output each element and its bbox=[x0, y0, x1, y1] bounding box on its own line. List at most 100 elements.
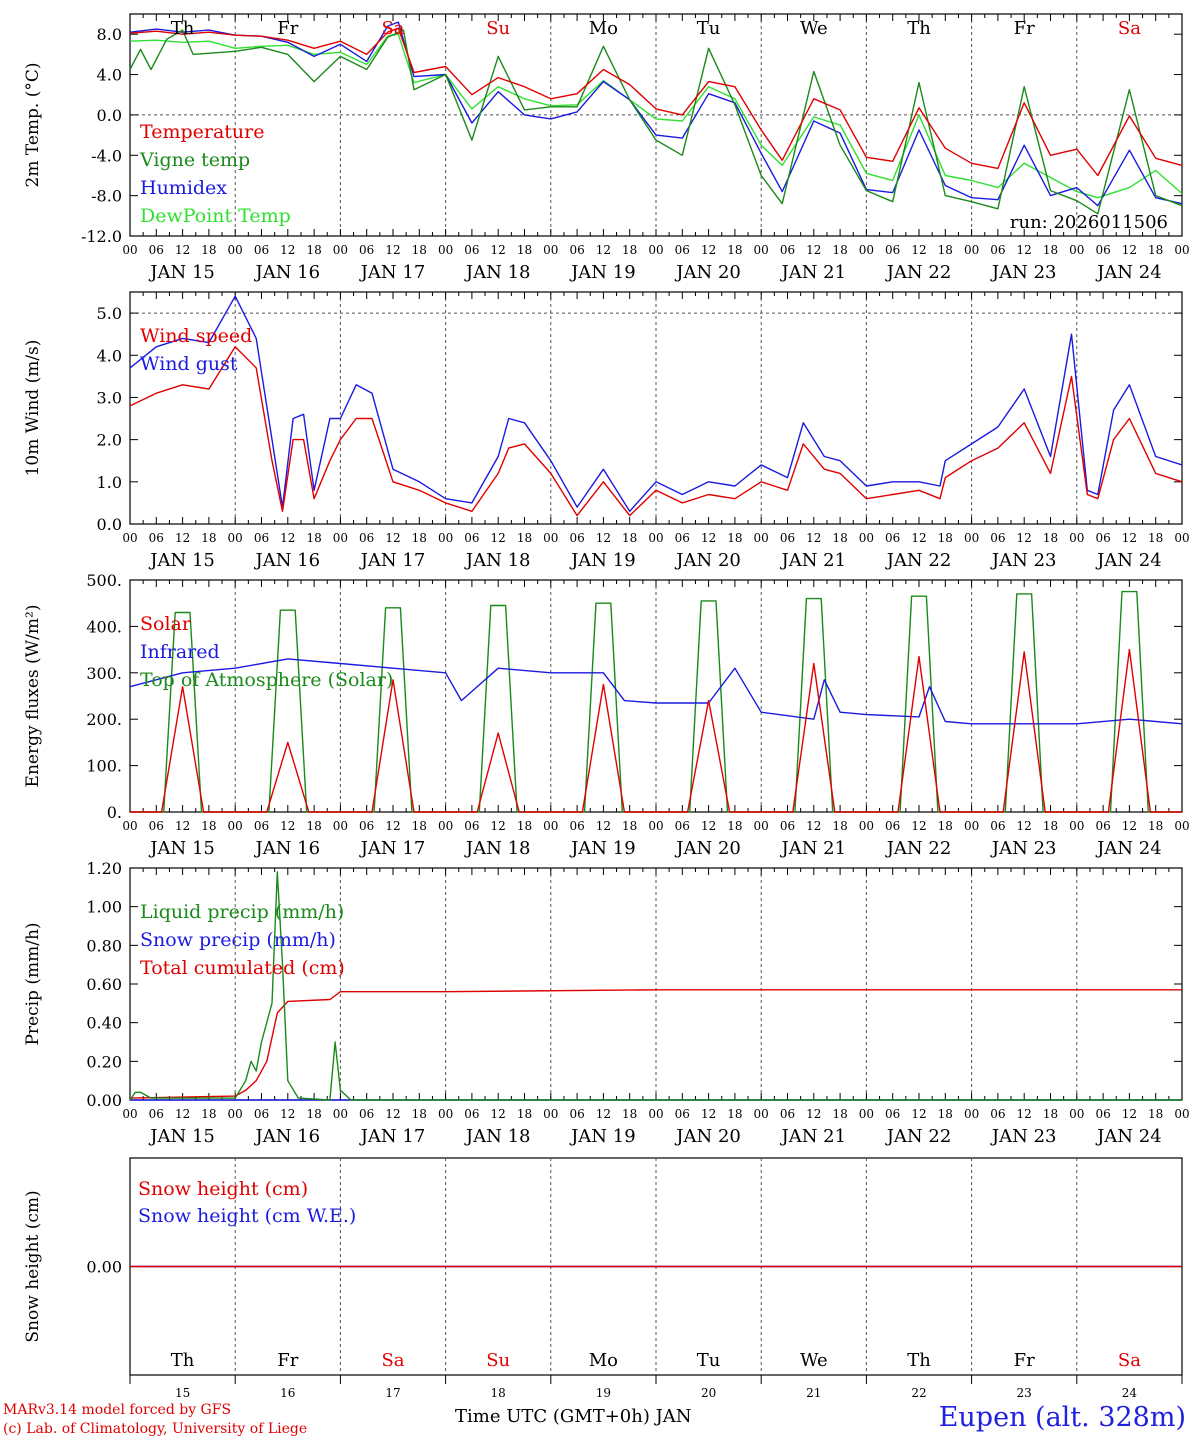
hour-tick-label: 18 bbox=[1148, 819, 1163, 833]
hour-tick-label: 18 bbox=[412, 243, 427, 257]
hour-tick-label: 00 bbox=[859, 1107, 874, 1121]
hour-tick-label: 00 bbox=[1174, 531, 1189, 545]
date-label: JAN 19 bbox=[569, 550, 636, 571]
date-label: JAN 23 bbox=[990, 262, 1057, 283]
hour-tick-label: 18 bbox=[517, 531, 532, 545]
hour-tick-label: 12 bbox=[911, 531, 926, 545]
y-tick-label: 8.0 bbox=[97, 25, 122, 44]
hour-tick-label: 00 bbox=[964, 531, 979, 545]
hour-tick-label: 06 bbox=[464, 243, 479, 257]
hour-tick-label: 00 bbox=[333, 1107, 348, 1121]
hour-tick-label: 00 bbox=[964, 1107, 979, 1121]
date-label: JAN 18 bbox=[464, 550, 531, 571]
date-label: JAN 22 bbox=[885, 550, 952, 571]
hour-tick-label: 12 bbox=[1122, 531, 1137, 545]
day-number-label: 21 bbox=[806, 1386, 821, 1400]
hour-tick-label: 18 bbox=[938, 243, 953, 257]
hour-tick-label: 18 bbox=[622, 1107, 637, 1121]
hour-tick-label: 00 bbox=[543, 531, 558, 545]
date-label: JAN 20 bbox=[674, 262, 741, 283]
hour-tick-label: 06 bbox=[675, 531, 690, 545]
date-label: JAN 23 bbox=[990, 838, 1057, 859]
date-label: JAN 21 bbox=[780, 838, 847, 859]
hour-tick-label: 00 bbox=[754, 243, 769, 257]
hour-tick-label: 12 bbox=[491, 819, 506, 833]
hour-tick-label: 18 bbox=[306, 531, 321, 545]
hour-tick-label: 12 bbox=[1017, 1107, 1032, 1121]
weekday-label: Mo bbox=[589, 1350, 618, 1371]
hour-tick-label: 06 bbox=[885, 819, 900, 833]
hour-tick-label: 12 bbox=[491, 531, 506, 545]
hour-tick-label: 06 bbox=[780, 1107, 795, 1121]
legend-entry: Wind speed bbox=[140, 325, 252, 347]
y-tick-label: 0.80 bbox=[86, 936, 122, 955]
hour-tick-label: 18 bbox=[1043, 819, 1058, 833]
hour-tick-label: 18 bbox=[412, 531, 427, 545]
hour-tick-label: 00 bbox=[859, 819, 874, 833]
weekday-label: We bbox=[800, 18, 828, 39]
y-tick-label: 2.0 bbox=[97, 431, 122, 450]
date-label: JAN 15 bbox=[148, 1126, 215, 1147]
y-axis-label: Precip (mm/h) bbox=[23, 922, 43, 1045]
hour-tick-label: 18 bbox=[832, 819, 847, 833]
weekday-label: Sa bbox=[1118, 18, 1141, 39]
hour-tick-label: 06 bbox=[1095, 819, 1110, 833]
hour-tick-label: 12 bbox=[701, 1107, 716, 1121]
date-label: JAN 24 bbox=[1095, 1126, 1162, 1147]
series-line-liquid-precip-mm-h- bbox=[129, 871, 1182, 1101]
hour-tick-label: 06 bbox=[780, 531, 795, 545]
weekday-label: Sa bbox=[1118, 1350, 1141, 1371]
hour-tick-label: 00 bbox=[754, 1107, 769, 1121]
hour-tick-label: 00 bbox=[1069, 819, 1084, 833]
date-label: JAN 19 bbox=[569, 1126, 636, 1147]
hour-tick-label: 06 bbox=[1095, 531, 1110, 545]
hour-tick-label: 12 bbox=[1122, 243, 1137, 257]
y-tick-label: -4.0 bbox=[91, 146, 122, 165]
hour-tick-label: 12 bbox=[175, 243, 190, 257]
day-number-label: 17 bbox=[385, 1386, 400, 1400]
hour-tick-label: 12 bbox=[385, 531, 400, 545]
hour-tick-label: 06 bbox=[254, 531, 269, 545]
hour-tick-label: 12 bbox=[806, 1107, 821, 1121]
hour-tick-label: 18 bbox=[201, 531, 216, 545]
y-tick-label: 1.0 bbox=[97, 473, 122, 492]
date-label: JAN 18 bbox=[464, 262, 531, 283]
hour-tick-label: 18 bbox=[1043, 531, 1058, 545]
weekday-label: Tu bbox=[697, 1350, 721, 1371]
hour-tick-label: 06 bbox=[569, 243, 584, 257]
hour-tick-label: 18 bbox=[938, 1107, 953, 1121]
hour-tick-label: 06 bbox=[675, 243, 690, 257]
weekday-label: We bbox=[800, 1350, 828, 1371]
hour-tick-label: 18 bbox=[1148, 243, 1163, 257]
hour-tick-label: 12 bbox=[806, 531, 821, 545]
legend-entry: Wind gust bbox=[140, 353, 238, 375]
y-tick-label: 0.60 bbox=[86, 975, 122, 994]
hour-tick-label: 06 bbox=[359, 819, 374, 833]
station-title: Eupen (alt. 328m) bbox=[938, 1402, 1186, 1433]
hour-tick-label: 06 bbox=[569, 819, 584, 833]
weekday-label: Su bbox=[486, 1350, 510, 1371]
y-tick-label: 0. bbox=[107, 803, 122, 822]
series-line-vigne-temp bbox=[129, 29, 1183, 215]
date-label: JAN 17 bbox=[359, 550, 426, 571]
legend-entry: Humidex bbox=[140, 177, 227, 199]
hour-tick-label: 12 bbox=[911, 1107, 926, 1121]
hour-tick-label: 00 bbox=[438, 531, 453, 545]
hour-tick-label: 18 bbox=[517, 243, 532, 257]
weekday-label: Th bbox=[907, 1350, 931, 1371]
hour-tick-label: 18 bbox=[201, 243, 216, 257]
hour-tick-label: 00 bbox=[543, 819, 558, 833]
hour-tick-label: 06 bbox=[1095, 1107, 1110, 1121]
series-line-wind-speed bbox=[129, 346, 1183, 517]
hour-tick-label: 00 bbox=[122, 1107, 137, 1121]
date-label: JAN 23 bbox=[990, 550, 1057, 571]
date-label: JAN 15 bbox=[148, 838, 215, 859]
y-tick-label: 500. bbox=[86, 571, 122, 590]
hour-tick-label: 06 bbox=[149, 1107, 164, 1121]
hour-tick-label: 00 bbox=[1174, 243, 1189, 257]
date-label: JAN 15 bbox=[148, 550, 215, 571]
hour-tick-label: 12 bbox=[596, 1107, 611, 1121]
hour-tick-label: 00 bbox=[859, 243, 874, 257]
hour-tick-label: 12 bbox=[280, 243, 295, 257]
